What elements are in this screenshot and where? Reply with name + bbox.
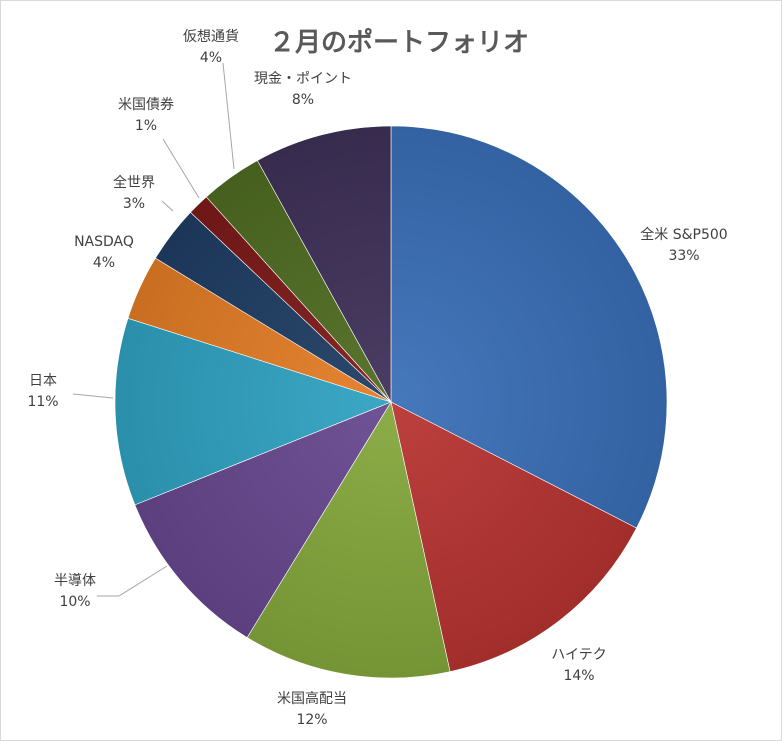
slice-3-percent-label: 12% <box>296 712 327 728</box>
slice-4-label: 半導体 <box>54 573 96 589</box>
slice-7-label: 全世界 <box>113 174 155 191</box>
slice-1 <box>390 125 668 529</box>
slice-1-percent-label: 33% <box>668 248 699 264</box>
slice-2 <box>390 401 637 672</box>
slice-9-leader-line <box>222 62 235 170</box>
slice-6-label: NASDAQ <box>74 234 134 250</box>
slice-7-leader-line <box>161 200 174 212</box>
slice-9-percent-label: 4% <box>200 50 222 66</box>
slice-8-percent-label: 1% <box>135 118 157 134</box>
slice-labels: 全米 S&P500 33% ハイテク 14% 米国高配当 12% 半導体 10% 日本 11% NA… <box>27 28 727 728</box>
leader-lines <box>72 62 235 597</box>
slice-3-label: 米国高配当 <box>277 690 347 707</box>
slice-10-percent-label: 8% <box>292 92 314 108</box>
pie-slices <box>114 125 668 679</box>
slice-10-label: 現金・ポイント <box>254 71 352 87</box>
slice-4 <box>134 401 392 638</box>
slice-9-label: 仮想通貨 <box>183 28 239 45</box>
slice-5-leader-line <box>72 393 114 399</box>
slice-7-percent-label: 3% <box>123 196 145 212</box>
slice-3 <box>246 401 451 679</box>
slice-5 <box>114 317 392 506</box>
slice-8-label: 米国債券 <box>118 97 174 113</box>
slice-6-percent-label: 4% <box>93 255 115 271</box>
slice-2-percent-label: 14% <box>563 668 594 684</box>
slice-5-percent-label: 11% <box>27 394 58 410</box>
slice-1-label: 全米 S&P500 <box>640 226 727 243</box>
slice-5-label: 日本 <box>29 373 57 389</box>
chart-title: ２月のポートフォリオ <box>269 27 529 58</box>
slice-4-leader-line <box>97 565 168 597</box>
slice-8-leader-line <box>162 138 200 199</box>
slice-10 <box>257 125 392 403</box>
slice-4-percent-label: 10% <box>59 594 90 610</box>
slice-2-label: ハイテク <box>551 647 606 663</box>
